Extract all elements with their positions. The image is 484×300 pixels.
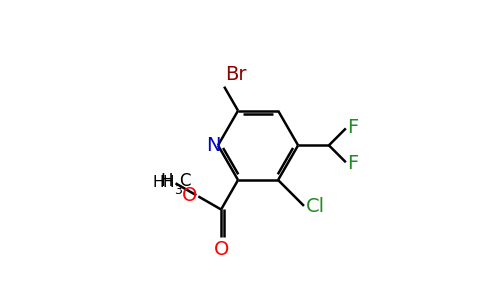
Text: H: H [161, 172, 173, 190]
Text: Cl: Cl [306, 197, 325, 216]
Text: Br: Br [225, 64, 246, 84]
Text: O: O [182, 186, 197, 205]
Text: N: N [206, 136, 221, 155]
Text: O: O [214, 240, 229, 259]
Text: H: H [153, 175, 174, 190]
Text: F: F [348, 154, 359, 172]
Text: H: H [163, 175, 174, 190]
Text: 3: 3 [174, 184, 182, 197]
Text: C: C [180, 172, 191, 190]
Text: F: F [348, 118, 359, 137]
